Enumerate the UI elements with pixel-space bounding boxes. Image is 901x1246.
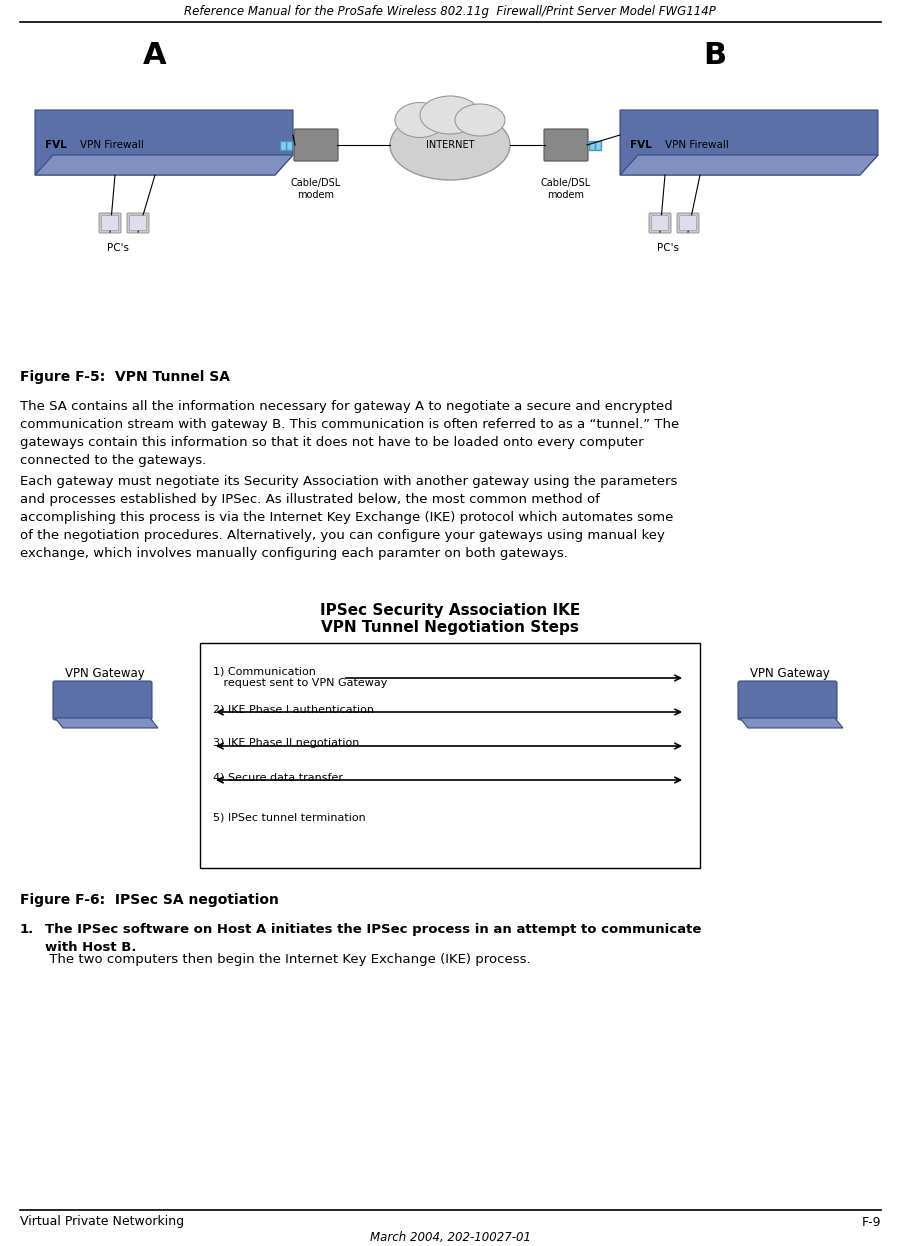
Text: 2) IKE Phase I authentication: 2) IKE Phase I authentication [213, 704, 374, 714]
FancyBboxPatch shape [738, 682, 837, 720]
FancyBboxPatch shape [651, 216, 669, 231]
FancyBboxPatch shape [102, 216, 119, 231]
Polygon shape [35, 155, 293, 174]
FancyBboxPatch shape [53, 682, 152, 720]
Polygon shape [657, 214, 663, 218]
Text: B: B [704, 41, 726, 70]
Text: IPSec Security Association IKE: IPSec Security Association IKE [320, 603, 580, 618]
FancyBboxPatch shape [99, 213, 121, 233]
Text: VPN Gateway: VPN Gateway [65, 667, 145, 679]
FancyBboxPatch shape [200, 643, 700, 868]
Text: PC's: PC's [107, 243, 129, 253]
Polygon shape [685, 214, 691, 218]
Text: The IPSec software on Host A initiates the IPSec process in an attempt to commun: The IPSec software on Host A initiates t… [45, 923, 701, 954]
FancyBboxPatch shape [130, 216, 147, 231]
Text: VPN Gateway: VPN Gateway [751, 667, 830, 679]
Text: VPN Tunnel Negotiation Steps: VPN Tunnel Negotiation Steps [321, 621, 579, 635]
FancyBboxPatch shape [589, 142, 596, 151]
Ellipse shape [390, 110, 510, 179]
Polygon shape [107, 214, 113, 218]
Text: VPN Firewall: VPN Firewall [80, 140, 144, 150]
Text: A: A [143, 41, 167, 70]
Text: March 2004, 202-10027-01: March 2004, 202-10027-01 [369, 1231, 531, 1244]
Polygon shape [740, 718, 843, 728]
Text: VPN Firewall: VPN Firewall [665, 140, 729, 150]
FancyBboxPatch shape [127, 213, 149, 233]
FancyBboxPatch shape [649, 213, 671, 233]
FancyBboxPatch shape [287, 142, 293, 151]
Polygon shape [55, 718, 158, 728]
FancyBboxPatch shape [544, 130, 588, 161]
Text: The two computers then begin the Internet Key Exchange (IKE) process.: The two computers then begin the Interne… [45, 953, 531, 966]
Text: 5) IPSec tunnel termination: 5) IPSec tunnel termination [213, 812, 366, 824]
Text: Each gateway must negotiate its Security Association with another gateway using : Each gateway must negotiate its Security… [20, 475, 678, 559]
Text: FVL: FVL [45, 140, 67, 150]
Text: FVL: FVL [630, 140, 651, 150]
Text: 1.: 1. [20, 923, 34, 936]
Text: Figure F-5:  VPN Tunnel SA: Figure F-5: VPN Tunnel SA [20, 370, 230, 384]
Text: Cable/DSL
modem: Cable/DSL modem [291, 178, 341, 199]
Ellipse shape [395, 102, 445, 137]
Text: INTERNET: INTERNET [426, 140, 474, 150]
Polygon shape [135, 214, 141, 218]
Polygon shape [620, 155, 878, 174]
Polygon shape [620, 110, 878, 174]
Text: 3) IKE Phase II negotiation: 3) IKE Phase II negotiation [213, 738, 359, 748]
Text: The SA contains all the information necessary for gateway A to negotiate a secur: The SA contains all the information nece… [20, 400, 679, 467]
Text: 1) Communication
   request sent to VPN Gateway: 1) Communication request sent to VPN Gat… [213, 667, 387, 688]
FancyBboxPatch shape [596, 142, 602, 151]
FancyBboxPatch shape [280, 142, 287, 151]
Text: F-9: F-9 [861, 1216, 881, 1229]
FancyBboxPatch shape [677, 213, 699, 233]
Text: Figure F-6:  IPSec SA negotiation: Figure F-6: IPSec SA negotiation [20, 893, 279, 907]
Text: Reference Manual for the ProSafe Wireless 802.11g  Firewall/Print Server Model F: Reference Manual for the ProSafe Wireles… [184, 5, 716, 19]
Text: Cable/DSL
modem: Cable/DSL modem [541, 178, 591, 199]
Text: PC's: PC's [657, 243, 679, 253]
Text: Virtual Private Networking: Virtual Private Networking [20, 1216, 184, 1229]
Ellipse shape [455, 103, 505, 136]
Ellipse shape [420, 96, 480, 135]
FancyBboxPatch shape [294, 130, 338, 161]
Text: 4) Secure data transfer: 4) Secure data transfer [213, 773, 343, 782]
FancyBboxPatch shape [679, 216, 696, 231]
Polygon shape [35, 110, 293, 174]
